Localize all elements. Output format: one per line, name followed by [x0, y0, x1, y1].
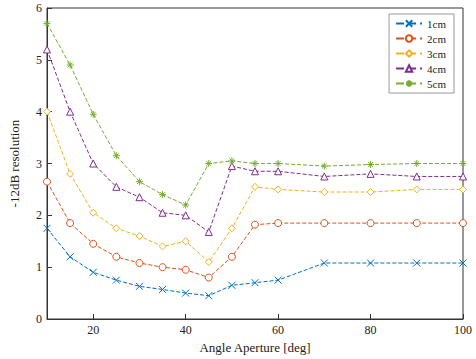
svg-text:5cm: 5cm	[427, 78, 446, 90]
svg-text:0: 0	[36, 312, 42, 326]
svg-text:40: 40	[180, 323, 192, 337]
svg-text:1: 1	[36, 260, 42, 274]
svg-text:-12dB resolution: -12dB resolution	[7, 119, 22, 207]
svg-text:60: 60	[272, 323, 284, 337]
svg-text:2: 2	[36, 208, 42, 222]
svg-text:2cm: 2cm	[427, 33, 446, 45]
svg-text:5: 5	[36, 53, 42, 67]
svg-text:20: 20	[87, 323, 99, 337]
svg-text:4cm: 4cm	[427, 63, 446, 75]
svg-text:80: 80	[365, 323, 377, 337]
svg-text:3cm: 3cm	[427, 48, 446, 60]
svg-text:100: 100	[454, 323, 472, 337]
svg-text:6: 6	[36, 1, 42, 15]
svg-text:Angle Aperture [deg]: Angle Aperture [deg]	[199, 340, 310, 355]
svg-text:3: 3	[36, 157, 42, 171]
svg-text:4: 4	[36, 105, 42, 119]
svg-text:1cm: 1cm	[427, 18, 446, 30]
